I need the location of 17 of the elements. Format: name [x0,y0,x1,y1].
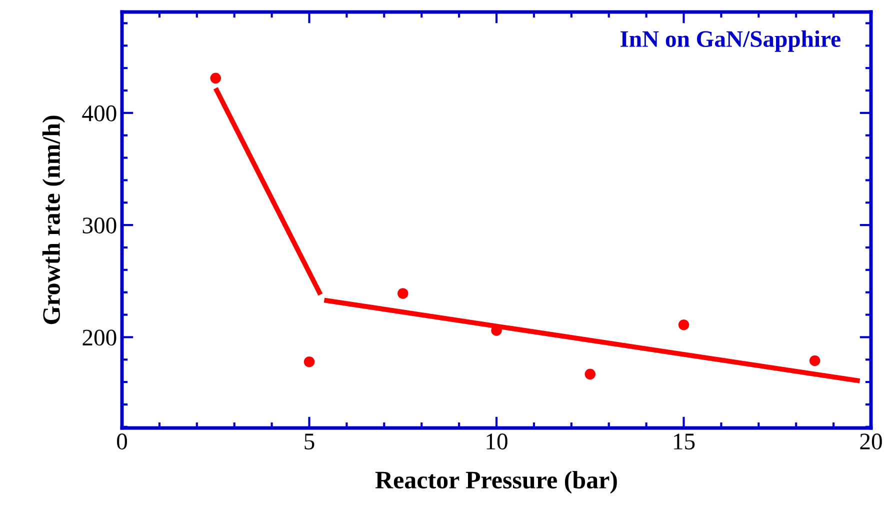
annotation: InN on GaN/Sapphire [620,30,840,52]
y-axis-title: Growth rate (nm/h) [42,116,66,324]
x-axis-title: Reactor Pressure (bar) [375,470,617,494]
point [304,356,315,368]
point [584,368,596,380]
y-tick-label: 300 [82,218,116,234]
x-tick-label: 15 [674,434,695,450]
y-tick-label: 200 [82,330,116,346]
x-tick-label: 10 [486,434,508,450]
x-tick-label: 20 [860,434,882,450]
y-tick-label: 400 [82,105,116,122]
point [809,355,820,366]
x-tick-label: 5 [304,434,314,450]
x-tick-label: 0 [116,434,128,450]
point [678,319,690,330]
point [397,288,408,299]
point [210,72,222,84]
